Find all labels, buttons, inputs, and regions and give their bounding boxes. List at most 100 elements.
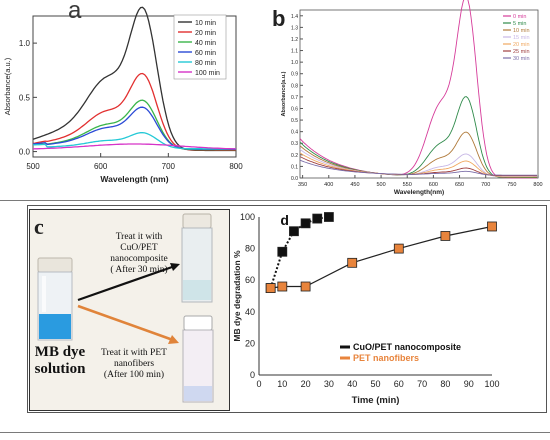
x-tick-label: 50 bbox=[370, 379, 380, 389]
mb-vial-label: MB dye solution bbox=[34, 344, 86, 378]
y-tick-label: 1.4 bbox=[291, 14, 298, 20]
legend-label: 20 min bbox=[513, 42, 530, 48]
y-tick-label: 0.6 bbox=[291, 106, 298, 112]
x-tick-label: 80 bbox=[440, 379, 450, 389]
y-tick-label: 20 bbox=[245, 338, 255, 348]
x-tick-label: 400 bbox=[324, 182, 333, 188]
panel-b-chart: 350 400 450 500 550 600 650 700 750 800 0.0 0.1 0.2 0… bbox=[281, 0, 543, 196]
data-point bbox=[289, 226, 299, 237]
y-tick-label: 0 bbox=[250, 370, 255, 380]
y-axis-title: MB dye degradation % bbox=[232, 250, 242, 342]
x-tick-label: 800 bbox=[229, 162, 243, 171]
panel-c-photo: c Treat it with CuO/PET nanocomposite ( … bbox=[29, 209, 230, 411]
y-tick-label: 1.0 bbox=[291, 60, 298, 66]
x-tick-label: 0 bbox=[256, 379, 261, 389]
data-point bbox=[312, 213, 323, 224]
y-tick-label: 1.3 bbox=[291, 25, 298, 31]
x-axis-title: Wavelength(nm) bbox=[394, 189, 444, 196]
data-point bbox=[324, 212, 334, 222]
data-point bbox=[300, 218, 311, 229]
series-line bbox=[299, 159, 537, 176]
legend-label: 30 min bbox=[513, 56, 530, 62]
panel-d: 0 10 20 30 40 50 60 70 80 90 100 0 20 40 60 80 100 Time (… bbox=[232, 203, 546, 413]
y-tick-label: 1.0 bbox=[19, 39, 31, 48]
plot-frame bbox=[299, 9, 539, 179]
arrow-bottom-icon bbox=[77, 304, 179, 344]
x-tick-label: 600 bbox=[94, 162, 108, 171]
data-point bbox=[300, 281, 311, 292]
legend-label: 25 min bbox=[513, 49, 530, 55]
y-axis-title: Absorbance(a.u.) bbox=[3, 57, 12, 115]
x-tick-label: 350 bbox=[298, 182, 307, 188]
panel-c-illustration bbox=[30, 210, 229, 410]
y-tick-label: 0.8 bbox=[291, 83, 298, 89]
series-line bbox=[32, 143, 237, 150]
legend-label: 10 min bbox=[513, 28, 530, 34]
legend-label: 20 min bbox=[195, 30, 216, 37]
panel-d-letter: d bbox=[280, 212, 289, 228]
x-tick-label: 30 bbox=[324, 379, 334, 389]
x-axis-title: Wavelength (nm) bbox=[100, 174, 168, 184]
data-point bbox=[347, 257, 358, 268]
y-tick-label: 0.0 bbox=[291, 176, 298, 182]
separator-bottom bbox=[0, 432, 550, 433]
plot-frame bbox=[32, 15, 237, 158]
legend-label: 10 min bbox=[195, 20, 216, 27]
separator-top bbox=[0, 200, 550, 201]
y-tick-label: 60 bbox=[245, 275, 255, 285]
data-point bbox=[440, 231, 451, 241]
x-tick-label: 600 bbox=[429, 182, 438, 188]
panel-a: 500 600 700 800 0.0 0.5 1.0 Wavelength (nm) Abso… bbox=[0, 0, 275, 200]
legend-label: 100 min bbox=[195, 70, 220, 77]
y-tick-label: 100 bbox=[240, 212, 255, 222]
panel-b-letter: b bbox=[272, 6, 286, 31]
y-tick-label: 0.4 bbox=[291, 130, 298, 136]
x-tick-label: 700 bbox=[481, 182, 490, 188]
data-point bbox=[277, 246, 288, 257]
y-tick-label: 0.1 bbox=[291, 164, 298, 170]
legend-label: 5 min bbox=[513, 21, 526, 27]
y-tick-label: 1.2 bbox=[291, 37, 298, 43]
y-tick-label: 1.1 bbox=[291, 49, 298, 55]
arrow-bottom-caption: Treat it with PET nanofibers (After 100 … bbox=[101, 348, 167, 380]
y-tick-label: 0.0 bbox=[19, 148, 31, 157]
x-tick-label: 60 bbox=[394, 379, 404, 389]
arrow-top-caption: Treat it with CuO/PET nanocomposite ( Af… bbox=[110, 232, 168, 275]
y-tick-label: 0.3 bbox=[291, 141, 298, 147]
data-point bbox=[265, 283, 276, 293]
x-tick-label: 550 bbox=[403, 182, 412, 188]
panel-b: 350 400 450 500 550 600 650 700 750 800 0.0 0.1 0.2 0… bbox=[272, 0, 550, 200]
x-tick-label: 800 bbox=[533, 182, 542, 188]
data-point bbox=[487, 221, 497, 232]
y-tick-label: 0.9 bbox=[291, 72, 298, 78]
panel-a-letter: a bbox=[68, 0, 82, 24]
x-tick-label: 650 bbox=[455, 182, 464, 188]
mb-vial bbox=[37, 257, 73, 341]
panel-c-letter: c bbox=[34, 214, 44, 239]
y-axis-title: Absorbance(a.u.) bbox=[281, 71, 287, 116]
legend-label: 15 min bbox=[513, 35, 530, 41]
y-tick-label: 0.2 bbox=[291, 153, 298, 159]
legend-box bbox=[173, 14, 227, 80]
legend-label: PET nanofibers bbox=[353, 353, 419, 363]
y-tick-label: 40 bbox=[245, 307, 255, 317]
panel-a-chart: 500 600 700 800 0.0 0.5 1.0 Wavelength (nm) Abso… bbox=[3, 6, 243, 184]
series-line bbox=[32, 106, 236, 150]
legend-label: 40 min bbox=[195, 40, 216, 47]
x-axis-title: Time (min) bbox=[352, 395, 400, 406]
x-tick-label: 450 bbox=[350, 182, 359, 188]
x-tick-label: 90 bbox=[464, 379, 474, 389]
legend-label: CuO/PET nanocomposite bbox=[353, 342, 461, 352]
x-tick-label: 500 bbox=[376, 182, 385, 188]
x-tick-label: 100 bbox=[484, 379, 499, 389]
y-tick-label: 0.5 bbox=[291, 118, 298, 124]
series-line bbox=[299, 0, 537, 179]
y-tick-label: 0.7 bbox=[291, 95, 298, 101]
vial-cuo-pet bbox=[181, 213, 213, 303]
series-line bbox=[32, 132, 236, 150]
x-tick-label: 500 bbox=[26, 162, 40, 171]
x-tick-label: 10 bbox=[277, 379, 287, 389]
x-tick-label: 40 bbox=[347, 379, 357, 389]
x-tick-label: 700 bbox=[162, 162, 176, 171]
x-tick-label: 20 bbox=[301, 379, 311, 389]
